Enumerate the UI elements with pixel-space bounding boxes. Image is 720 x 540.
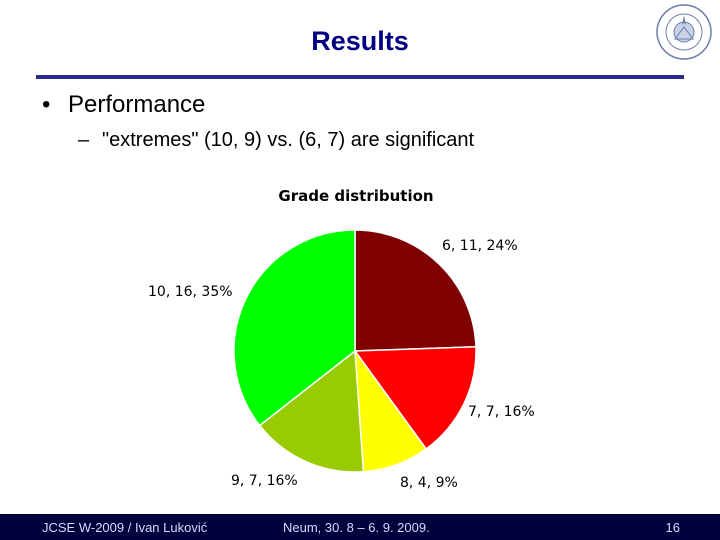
- bullet-level2-text: "extremes" (10, 9) vs. (6, 7) are signif…: [102, 129, 475, 151]
- slice-label-grade-9: 9, 7, 16%: [231, 473, 298, 489]
- sub-bullet-symbol: –: [78, 129, 90, 151]
- bullet-level1-text: Performance: [68, 91, 206, 118]
- slice-label-grade-8: 8, 4, 9%: [400, 475, 458, 491]
- bullet-level1: • Performance: [42, 91, 205, 119]
- title-underline: [36, 75, 684, 79]
- slice-label-grade-10: 10, 16, 35%: [148, 284, 233, 300]
- slide-title: Results: [311, 26, 409, 56]
- page-number: 16: [665, 520, 680, 535]
- university-seal-icon: [656, 4, 712, 60]
- pie-slice-grade-10: [233, 229, 356, 427]
- bullet-symbol: •: [42, 91, 51, 118]
- pie-slice-grade-9: [258, 349, 365, 473]
- slice-label-grade-6: 6, 11, 24%: [442, 238, 518, 254]
- chart-title: Grade distribution: [278, 187, 433, 205]
- footer-venue-date: Neum, 30. 8 – 6. 9. 2009.: [283, 520, 430, 535]
- bullet-level2: – "extremes" (10, 9) vs. (6, 7) are signi…: [78, 129, 474, 152]
- pie-slice-grade-7: [353, 346, 477, 450]
- footer-bar: JCSE W-2009 / Ivan Luković Neum, 30. 8 –…: [0, 514, 720, 540]
- slice-label-grade-7: 7, 7, 16%: [468, 404, 535, 420]
- pie-slice-grade-6: [354, 229, 477, 352]
- footer-author: JCSE W-2009 / Ivan Luković: [42, 520, 208, 535]
